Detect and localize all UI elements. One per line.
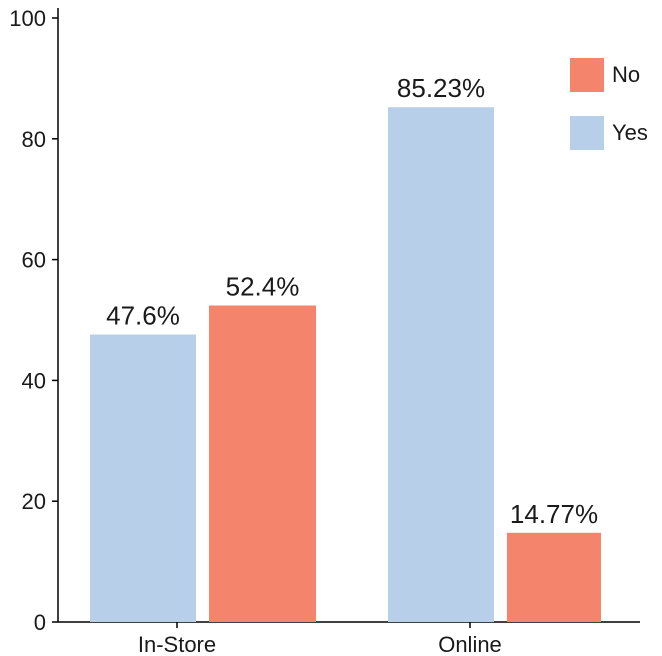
x-tick-label: Online	[438, 632, 502, 656]
bar-no-in-store	[209, 305, 316, 622]
y-tick-label: 0	[34, 610, 46, 635]
y-tick-label: 100	[9, 6, 46, 31]
legend-label-no: No	[612, 62, 640, 87]
data-label: 47.6%	[106, 300, 180, 330]
y-tick-label: 40	[22, 368, 46, 393]
x-tick-label: In-Store	[138, 632, 216, 656]
bar-no-online	[507, 532, 601, 622]
x-axis-ticks: In-Store Online	[138, 622, 502, 656]
data-labels: 47.6% 52.4% 85.23% 14.77%	[106, 73, 598, 529]
legend-swatch-yes	[570, 116, 604, 150]
data-label: 85.23%	[397, 73, 485, 103]
legend-swatch-no	[570, 58, 604, 92]
data-label: 52.4%	[226, 272, 300, 302]
data-label: 14.77%	[510, 499, 598, 529]
y-axis-ticks: 0 20 40 60 80 100	[9, 6, 58, 635]
legend: No Yes	[570, 58, 648, 150]
bar-yes-in-store	[90, 334, 196, 622]
y-tick-label: 80	[22, 127, 46, 152]
legend-label-yes: Yes	[612, 120, 648, 145]
bars	[90, 107, 601, 622]
y-tick-label: 20	[22, 489, 46, 514]
y-tick-label: 60	[22, 248, 46, 273]
bar-yes-online	[388, 107, 494, 622]
